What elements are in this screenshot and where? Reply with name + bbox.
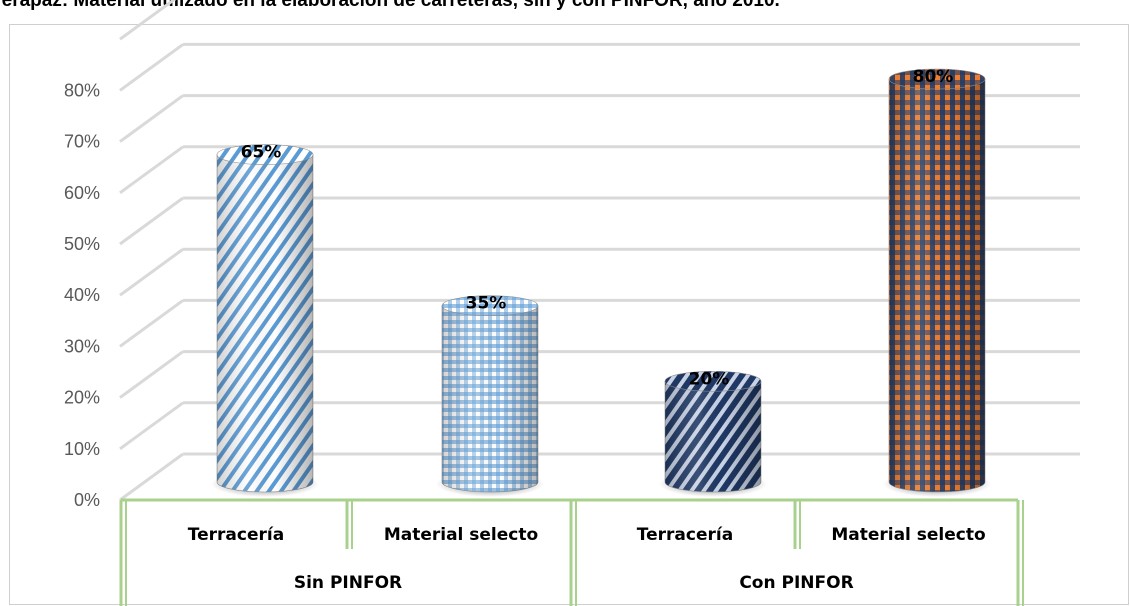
- bar: 35%: [436, 294, 544, 497]
- x-tick-label: Terracería: [637, 525, 733, 545]
- bar-shading: [217, 154, 313, 492]
- x-tick-label: Terracería: [188, 525, 284, 545]
- bar-top: [441, 295, 539, 316]
- bars: 65% 35% 20% 80%: [211, 67, 991, 497]
- y-tick-label: 30%: [64, 336, 100, 356]
- data-label: 20%: [689, 369, 730, 389]
- bar-top: [888, 68, 986, 90]
- y-tick-label: 50%: [64, 234, 100, 254]
- y-tick-label: 10%: [64, 439, 100, 459]
- bar: 65%: [211, 143, 319, 497]
- chart-title: Verapaz: Material utilizado en la elabor…: [0, 0, 780, 11]
- bar-top: [664, 370, 762, 392]
- gridline-side: [119, 196, 184, 246]
- gridline-side: [119, 145, 184, 195]
- x-axis: Terracería Material selecto Terracería Mate…: [119, 498, 1024, 606]
- y-tick-label: 70%: [64, 132, 100, 152]
- y-tick-label: 60%: [64, 183, 100, 203]
- y-tick-label: 0%: [74, 490, 100, 510]
- x-tick-label: Material selecto: [831, 525, 985, 545]
- gridline-side: [119, 247, 184, 297]
- gridline-side: [119, 452, 184, 502]
- bar-shading: [665, 381, 761, 492]
- data-label: 35%: [466, 294, 507, 314]
- bar-shading: [889, 79, 985, 492]
- gridline-side: [119, 0, 177, 41]
- bar-shading: [442, 305, 538, 492]
- gridline-side: [119, 401, 184, 451]
- gridline-side: [119, 43, 184, 92]
- y-axis: 0% 10% 20% 30% 40% 50% 60% 70% 80%: [64, 80, 100, 510]
- y-tick-label: 80%: [64, 80, 100, 100]
- bar-top: [216, 144, 314, 165]
- chart-frame: [9, 24, 1129, 605]
- x-group-label: Sin PINFOR: [294, 573, 402, 593]
- gridline-side: [119, 94, 184, 143]
- gridline-side: [119, 350, 184, 399]
- y-tick-label: 40%: [64, 285, 100, 305]
- bar: 80%: [883, 67, 991, 497]
- x-group-label: Con PINFOR: [739, 573, 853, 593]
- x-tick-label: Material selecto: [384, 525, 538, 545]
- y-tick-label: 20%: [64, 388, 100, 408]
- data-label: 65%: [241, 143, 282, 163]
- data-label: 80%: [913, 67, 954, 87]
- gridline-side: [119, 299, 184, 348]
- bar: 20%: [659, 369, 767, 497]
